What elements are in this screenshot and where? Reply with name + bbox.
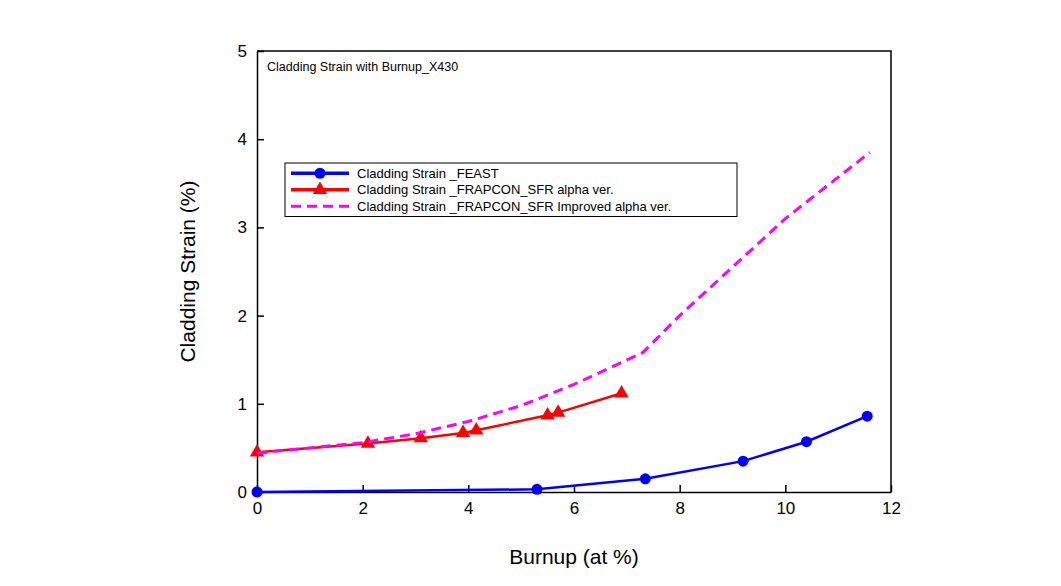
series-marker bbox=[532, 484, 543, 495]
y-axis: 0 1 2 3 4 5 bbox=[238, 42, 264, 502]
y-tick: 3 bbox=[238, 218, 264, 237]
legend-marker bbox=[315, 168, 326, 179]
series-marker bbox=[640, 473, 651, 484]
x-tick-mark bbox=[891, 485, 893, 492]
plot-area: 024681012012345Cladding Strain with Burn… bbox=[238, 42, 901, 518]
series-marker bbox=[862, 411, 873, 422]
chart-title: Cladding Strain with Burnup_X430 bbox=[267, 60, 458, 74]
x-tick-mark bbox=[679, 485, 681, 492]
y-tick: 5 bbox=[238, 42, 264, 61]
data-layer bbox=[250, 152, 873, 497]
legend-marker bbox=[313, 181, 327, 193]
x-axis-title: Burnup (at %) bbox=[509, 545, 639, 568]
y-tick-mark bbox=[257, 315, 264, 317]
y-tick-label: 3 bbox=[238, 218, 247, 237]
x-tick-mark bbox=[785, 485, 787, 492]
y-tick-label: 0 bbox=[238, 483, 247, 502]
legend-item: Cladding Strain _FEAST bbox=[291, 166, 499, 181]
x-tick-label: 4 bbox=[464, 499, 473, 518]
y-tick-label: 5 bbox=[238, 42, 247, 61]
plot-frame bbox=[257, 51, 891, 492]
x-tick-label: 0 bbox=[253, 499, 262, 518]
chart-root: 024681012012345Cladding Strain with Burn… bbox=[0, 0, 1061, 586]
x-tick-label: 8 bbox=[675, 499, 684, 518]
series-marker bbox=[469, 422, 483, 434]
y-tick-mark bbox=[257, 51, 264, 53]
y-axis-title: Cladding Strain (%) bbox=[176, 180, 199, 362]
series-marker bbox=[738, 456, 749, 467]
x-tick: 8 bbox=[675, 485, 684, 518]
legend-swatch bbox=[291, 205, 349, 208]
legend: Cladding Strain _FEASTCladding Strain _F… bbox=[285, 163, 737, 217]
x-tick-label: 10 bbox=[776, 499, 795, 518]
y-tick-mark bbox=[257, 139, 264, 141]
series-marker bbox=[456, 425, 470, 437]
series-line bbox=[257, 393, 622, 452]
series-marker bbox=[614, 385, 628, 397]
y-tick-label: 2 bbox=[238, 307, 247, 326]
series-marker bbox=[252, 487, 263, 498]
legend-item: Cladding Strain _FRAPCON_SFR alpha ver. bbox=[291, 181, 614, 197]
legend-box bbox=[285, 163, 737, 217]
legend-item: Cladding Strain _FRAPCON_SFR Improved al… bbox=[291, 199, 671, 214]
x-tick: 12 bbox=[882, 485, 901, 518]
legend-label: Cladding Strain _FRAPCON_SFR Improved al… bbox=[357, 199, 671, 214]
y-tick-mark bbox=[257, 227, 264, 229]
series-marker bbox=[801, 436, 812, 447]
y-tick: 0 bbox=[238, 483, 264, 502]
series-line bbox=[257, 416, 867, 492]
y-axis-line bbox=[257, 52, 259, 493]
x-tick-label: 2 bbox=[358, 499, 367, 518]
x-tick: 10 bbox=[776, 485, 795, 518]
legend-label: Cladding Strain _FEAST bbox=[357, 166, 499, 181]
y-tick: 4 bbox=[238, 130, 264, 149]
series-line bbox=[257, 152, 870, 453]
y-tick: 1 bbox=[238, 395, 264, 414]
series-marker bbox=[540, 407, 554, 419]
y-tick-mark bbox=[257, 404, 264, 406]
y-tick-label: 4 bbox=[238, 130, 247, 149]
x-tick: 6 bbox=[570, 485, 579, 518]
series-marker bbox=[250, 444, 264, 456]
y-tick: 2 bbox=[238, 307, 264, 326]
series-marker bbox=[551, 404, 565, 416]
x-tick-label: 12 bbox=[882, 499, 901, 518]
x-tick-label: 6 bbox=[570, 499, 579, 518]
y-tick-label: 1 bbox=[238, 395, 247, 414]
legend-label: Cladding Strain _FRAPCON_SFR alpha ver. bbox=[357, 182, 614, 197]
